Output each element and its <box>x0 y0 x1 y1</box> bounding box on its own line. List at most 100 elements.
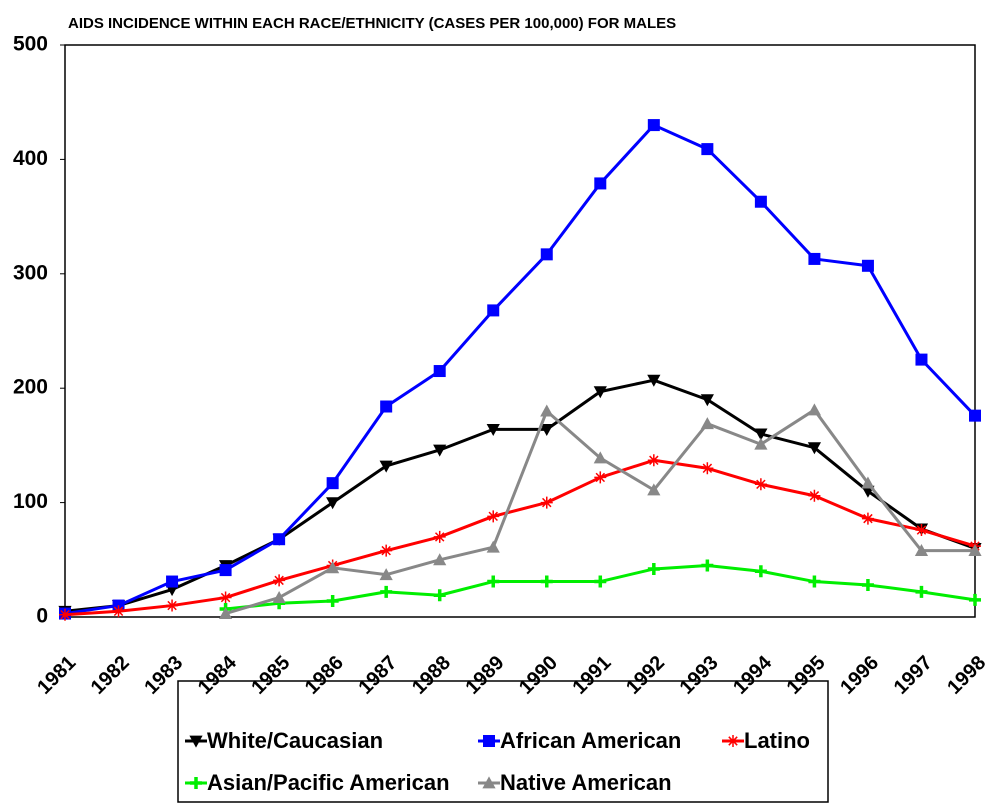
marker-shape <box>487 510 500 523</box>
legend-label: African American <box>500 728 681 753</box>
marker <box>915 353 928 366</box>
marker <box>808 575 821 588</box>
marker-shape <box>647 562 660 575</box>
y-tick-label: 400 <box>13 147 48 170</box>
marker-shape <box>540 404 554 417</box>
marker <box>326 497 340 510</box>
chart-title: AIDS INCIDENCE WITHIN EACH RACE/ETHNICIT… <box>68 15 676 32</box>
marker-shape <box>754 565 767 578</box>
marker <box>482 776 496 789</box>
marker <box>915 524 928 537</box>
marker <box>483 735 495 747</box>
marker <box>59 608 71 621</box>
marker-shape <box>219 564 232 577</box>
marker-shape <box>701 462 714 475</box>
marker <box>487 575 500 588</box>
marker-shape <box>380 544 393 557</box>
y-tick-label: 500 <box>13 33 48 56</box>
x-tick-label: 1996 <box>836 652 883 699</box>
marker-shape <box>701 143 714 156</box>
marker <box>379 568 393 581</box>
marker-shape <box>861 259 874 272</box>
marker-shape <box>487 304 500 317</box>
marker <box>754 428 768 441</box>
marker <box>189 735 203 748</box>
y-tick-label: 100 <box>13 490 48 513</box>
marker <box>861 259 874 272</box>
marker <box>219 591 232 604</box>
marker <box>594 575 607 588</box>
marker <box>861 512 874 525</box>
marker-shape <box>808 575 821 588</box>
marker-shape <box>593 451 607 464</box>
marker-shape <box>807 403 822 416</box>
marker <box>326 477 339 490</box>
marker-shape <box>647 454 660 467</box>
marker <box>700 417 714 430</box>
marker <box>593 386 607 399</box>
marker-shape <box>914 544 929 557</box>
marker <box>593 451 607 464</box>
y-tick-label: 300 <box>13 261 48 284</box>
marker-shape <box>189 735 203 748</box>
marker <box>540 248 553 261</box>
marker-shape <box>482 776 496 789</box>
legend-label: Latino <box>744 728 810 753</box>
marker <box>326 561 340 574</box>
legend-label: Asian/Pacific American <box>207 770 450 795</box>
marker-shape <box>433 589 446 602</box>
marker-shape <box>915 353 928 366</box>
legend-label: White/Caucasian <box>207 728 383 753</box>
marker-shape <box>433 365 446 378</box>
marker-shape <box>969 593 981 606</box>
marker-shape <box>754 478 767 491</box>
marker-shape <box>915 524 928 537</box>
marker-shape <box>700 394 714 407</box>
marker-shape <box>219 591 232 604</box>
marker-shape <box>326 561 340 574</box>
x-tick-label: 1998 <box>943 652 987 699</box>
marker-shape <box>540 423 554 436</box>
series-line <box>64 378 976 613</box>
marker-shape <box>861 578 874 591</box>
marker <box>380 400 393 413</box>
marker-shape <box>540 496 553 509</box>
marker <box>594 177 607 190</box>
marker <box>326 594 339 607</box>
marker <box>433 589 446 602</box>
marker <box>647 562 660 575</box>
marker-shape <box>190 777 202 789</box>
y-tick-label: 0 <box>36 605 48 628</box>
marker-shape <box>754 437 768 450</box>
x-tick-label: 1997 <box>890 652 937 699</box>
marker-shape <box>594 575 607 588</box>
marker <box>380 585 393 598</box>
marker <box>112 605 125 618</box>
marker-shape <box>380 585 393 598</box>
series-line <box>64 123 977 616</box>
marker-shape <box>433 444 447 457</box>
marker-shape <box>326 477 339 490</box>
marker <box>219 564 232 577</box>
marker <box>433 553 447 566</box>
marker-shape <box>593 386 607 399</box>
marker-shape <box>861 512 874 525</box>
marker <box>754 195 767 208</box>
marker <box>807 442 822 455</box>
marker <box>433 444 447 457</box>
marker <box>433 365 446 378</box>
marker <box>166 575 179 588</box>
marker <box>807 403 822 416</box>
marker <box>915 585 928 598</box>
marker-shape <box>326 594 339 607</box>
marker <box>754 565 767 578</box>
marker <box>647 483 661 496</box>
marker-shape <box>486 423 500 436</box>
marker-shape <box>647 374 661 387</box>
marker-shape <box>969 409 981 422</box>
marker <box>727 735 739 747</box>
marker-shape <box>59 608 71 621</box>
marker-shape <box>861 476 875 489</box>
marker-shape <box>433 553 447 566</box>
